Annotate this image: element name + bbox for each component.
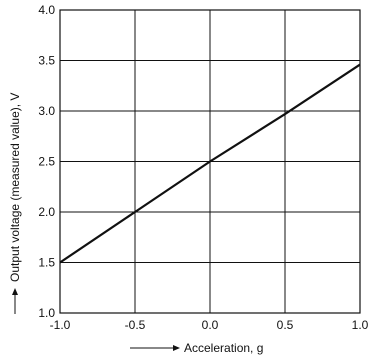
plot-frame bbox=[59, 9, 361, 314]
y-tick-label: 2.5 bbox=[38, 155, 55, 169]
x-tick-label: 1.0 bbox=[352, 318, 369, 332]
series-line bbox=[59, 63, 361, 264]
x-axis-label: Acceleration, g bbox=[184, 341, 263, 355]
y-tick-label: 1.5 bbox=[38, 256, 55, 270]
x-tick-label: 0.0 bbox=[202, 318, 219, 332]
y-tick-label: 2.0 bbox=[38, 205, 55, 219]
y-tick-labels: 1.0 1.5 2.0 2.5 3.0 3.5 4.0 bbox=[38, 3, 55, 320]
x-axis-title: Acceleration, g bbox=[130, 341, 263, 355]
x-tick-label: 0.5 bbox=[277, 318, 294, 332]
x-axis-arrow-head bbox=[173, 345, 180, 351]
x-tick-label: -1.0 bbox=[50, 318, 71, 332]
y-tick-label: 3.5 bbox=[38, 54, 55, 68]
x-tick-label: -0.5 bbox=[125, 318, 146, 332]
x-tick-labels: -1.0 -0.5 0.0 0.5 1.0 bbox=[50, 318, 369, 332]
y-axis-title: Output voltage (measured value), V bbox=[8, 93, 22, 314]
y-tick-label: 1.0 bbox=[38, 306, 55, 320]
y-tick-label: 3.0 bbox=[38, 104, 55, 118]
data-series bbox=[59, 63, 361, 264]
y-axis-label: Output voltage (measured value), V bbox=[8, 93, 22, 282]
y-tick-label: 4.0 bbox=[38, 3, 55, 17]
y-axis-arrow-head bbox=[12, 288, 18, 295]
